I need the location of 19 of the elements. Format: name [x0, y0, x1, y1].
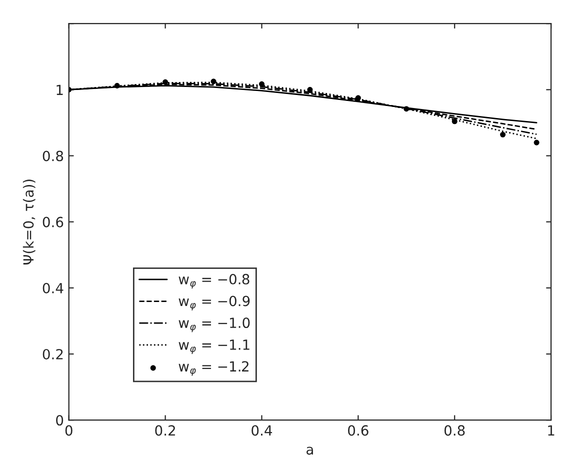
x-tick-label: 0 [65, 425, 72, 436]
legend-label: w$_{φ}$ = −0.8 [178, 274, 250, 289]
x-axis-title: a [306, 446, 313, 455]
y-tick-label: 0.4 [42, 282, 64, 294]
y-tick-label: 0.8 [42, 150, 64, 162]
x-tick-label: 0.4 [252, 425, 272, 436]
legend-label: w$_{φ}$ = −1.0 [178, 318, 250, 332]
legend-label: w$_{φ}$ = −1.1 [178, 340, 250, 354]
y-tick-label: 0.2 [42, 348, 63, 360]
x-tick-label: 0.8 [444, 425, 465, 436]
y-axis-title: Ψ(k=0, τ(a)) [22, 180, 36, 264]
x-tick-label: 0.6 [348, 425, 368, 436]
x-tick-label: 1 [548, 425, 554, 436]
y-tick-label: 0.6 [42, 216, 64, 228]
y-tick-label: 0 [56, 415, 64, 426]
legend-label: w$_{φ}$ = −1.2 [178, 361, 248, 376]
y-tick-label: 1 [56, 84, 63, 95]
x-tick-label: 0.2 [155, 425, 175, 436]
legend-label: w$_{φ}$ = −0.9 [178, 296, 250, 310]
